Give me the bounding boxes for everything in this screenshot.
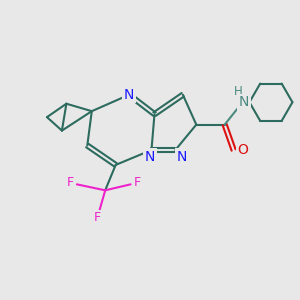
Text: F: F [67, 176, 74, 189]
Text: H: H [234, 85, 242, 98]
Text: N: N [176, 150, 187, 164]
Text: O: O [238, 143, 249, 157]
Text: F: F [134, 176, 141, 189]
Text: F: F [94, 211, 101, 224]
Text: N: N [145, 150, 155, 164]
Text: N: N [124, 88, 134, 102]
Text: N: N [239, 95, 249, 109]
